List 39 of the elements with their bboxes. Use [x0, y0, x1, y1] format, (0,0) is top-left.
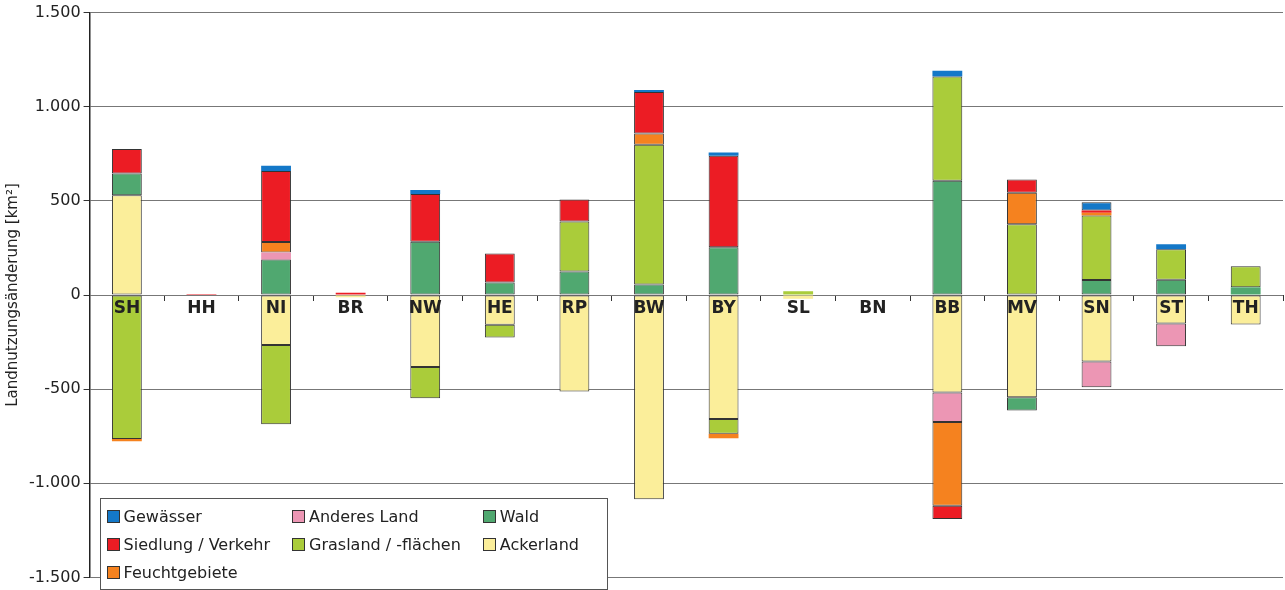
x-tick-label: RP — [561, 296, 588, 317]
bar — [261, 165, 291, 172]
x-tick-label: TH — [1232, 296, 1259, 317]
y-tick-label: 1.500 — [34, 1, 81, 21]
x-tick-label: NI — [265, 296, 287, 317]
bar — [1230, 287, 1261, 295]
x-tick-label: ST — [1159, 296, 1184, 317]
bar — [1156, 244, 1187, 250]
legend-label: Siedlung / Verkehr — [123, 534, 271, 554]
x-tick-label: BN — [859, 296, 887, 317]
x-tick-label: BB — [934, 296, 961, 317]
legend-label: Grasland / -flächen — [309, 534, 461, 554]
x-tick-label: BY — [711, 296, 737, 317]
x-tick-label: BR — [337, 296, 364, 317]
legend-label: Anderes Land — [309, 506, 419, 526]
legend-label: Wald — [499, 506, 540, 526]
bar — [111, 439, 142, 442]
y-tick-label: 0 — [70, 284, 81, 304]
legend-label: Gewässer — [123, 506, 202, 526]
y-tick-label: 1.000 — [34, 95, 81, 115]
x-tick-label: SN — [1083, 296, 1110, 317]
legend-label: Feuchtgebiete — [123, 562, 238, 582]
bar — [261, 252, 291, 260]
x-tick-label: HH — [187, 296, 216, 317]
y-tick-label: -1.000 — [29, 472, 81, 492]
x-tick-label: SH — [113, 296, 141, 317]
y-tick-label: -500 — [44, 378, 81, 398]
y-tick-label: -1.500 — [29, 566, 81, 586]
y-axis-title: Landnutzungsänderung [km²] — [2, 183, 21, 407]
bar — [783, 295, 814, 299]
bar — [410, 189, 441, 195]
x-tick-label: HE — [486, 296, 513, 317]
bar — [783, 291, 814, 295]
x-tick-label: SL — [786, 296, 810, 317]
bar — [708, 152, 739, 156]
legend-label: Ackerland — [499, 534, 579, 554]
y-tick-label: 500 — [50, 190, 81, 210]
bar — [634, 89, 664, 93]
bar — [932, 70, 963, 77]
